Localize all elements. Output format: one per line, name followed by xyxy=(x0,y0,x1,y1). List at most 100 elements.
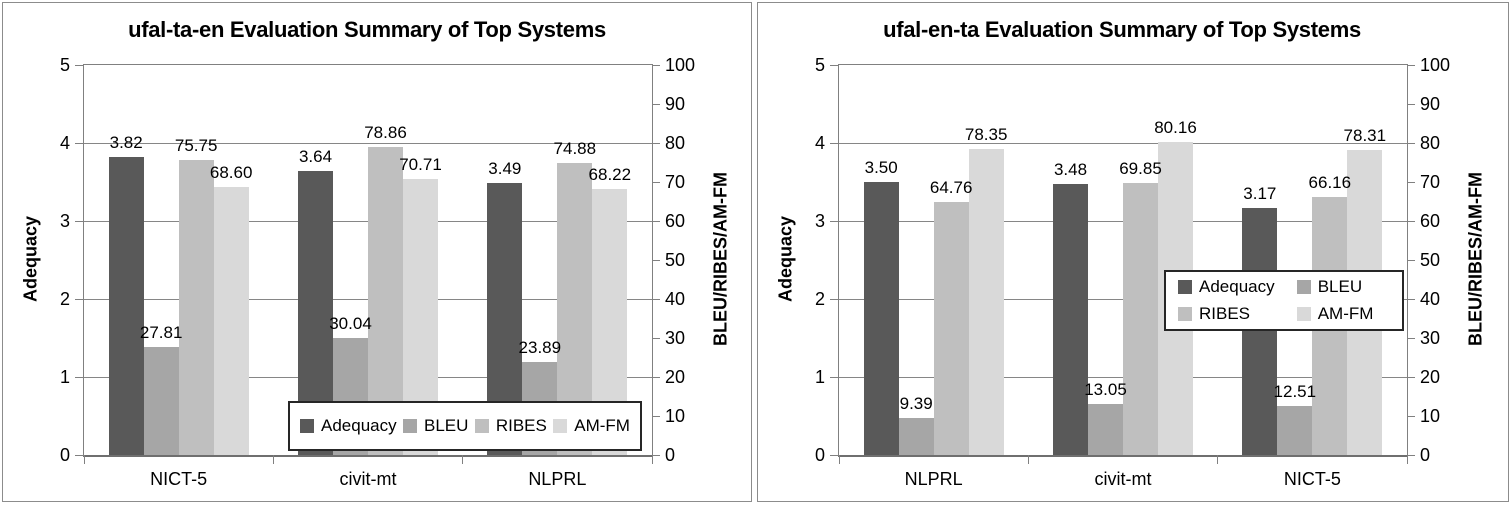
left-axis-tick-label: 5 xyxy=(59,55,70,75)
legend-label-AM-FM: AM-FM xyxy=(574,416,630,435)
legend-label-Adequacy: Adequacy xyxy=(321,416,397,435)
legend-item-BLEU: BLEU xyxy=(1296,277,1390,297)
legend-item-AM-FM: AM-FM xyxy=(553,416,630,436)
right-axis-tick-label: 30 xyxy=(665,328,686,348)
bar-BLEU-NLPRL xyxy=(898,418,934,455)
gridline-4 xyxy=(84,142,652,144)
category-label-civit-mt: civit-mt xyxy=(339,469,397,489)
right-axis-tick xyxy=(652,142,660,144)
plot-area: 5 4 3 2 1 0 100 90 80 70 60 50 40 30 20 10 0 NICT-5 civit-… xyxy=(60,55,695,489)
left-axis-tick-label: 5 xyxy=(814,55,825,75)
right-axis-tick xyxy=(1407,220,1415,222)
left-axis-tick xyxy=(75,454,84,456)
bar-value-label: 68.60 xyxy=(209,163,253,183)
chart-panel-ufal-en-ta: ufal-en-ta Evaluation Summary of Top Sys… xyxy=(757,2,1509,502)
right-axis-tick xyxy=(652,337,660,339)
left-axis-tick xyxy=(830,64,839,66)
bar-value-label: 64.76 xyxy=(929,178,973,198)
right-axis-tick xyxy=(1407,376,1415,378)
right-axis-tick-label: 20 xyxy=(665,367,686,387)
right-axis-tick-label: 90 xyxy=(665,94,686,114)
bar-BLEU-NICT-5 xyxy=(143,346,179,455)
legend-swatch-Adequacy xyxy=(1178,280,1192,294)
x-axis-tick xyxy=(651,455,653,464)
left-axis-title: Adequacy xyxy=(20,215,41,303)
right-axis-tick xyxy=(1407,454,1415,456)
right-axis-tick-label: 60 xyxy=(665,211,686,231)
bar-value-label: 3.82 xyxy=(109,133,143,153)
x-axis-tick xyxy=(272,455,274,464)
bar-value-label: 9.39 xyxy=(899,394,933,414)
legend-item-RIBES: RIBES xyxy=(1178,304,1297,324)
right-axis-title: BLEU/RIBES/AM-FM xyxy=(1465,172,1486,346)
left-axis-tick-label: 3 xyxy=(59,211,70,231)
bar-value-label: 27.81 xyxy=(139,322,183,342)
left-axis-tick-label: 2 xyxy=(59,289,70,309)
bar-RIBES-NLPRL xyxy=(933,202,969,455)
legend-item-Adequacy: Adequacy xyxy=(300,416,397,436)
bar-RIBES-civit-mt xyxy=(1123,182,1158,455)
legend: Adequacy BLEU RIBES AM-FM xyxy=(288,401,642,451)
left-axis-tick xyxy=(830,376,839,378)
right-axis-tick xyxy=(652,415,660,417)
left-axis-tick xyxy=(830,454,839,456)
right-axis-tick xyxy=(1407,103,1415,105)
category-label-civit-mt: civit-mt xyxy=(1094,469,1152,489)
bar-value-label: 3.48 xyxy=(1053,159,1088,179)
bar-value-label: 30.04 xyxy=(329,313,372,333)
bar-value-label: 70.71 xyxy=(399,155,442,175)
bar-value-label: 23.89 xyxy=(518,337,562,357)
legend-label-AM-FM: AM-FM xyxy=(1317,304,1374,323)
left-axis-tick-label: 2 xyxy=(814,289,825,309)
left-axis-title: Adequacy xyxy=(775,215,796,303)
right-axis-tick-label: 10 xyxy=(665,406,686,426)
right-axis-tick xyxy=(1407,181,1415,183)
legend-item-RIBES: RIBES xyxy=(474,416,547,436)
left-axis-tick-label: 4 xyxy=(59,133,70,153)
left-axis-tick xyxy=(75,376,84,378)
right-axis-title: BLEU/RIBES/AM-FM xyxy=(710,172,731,346)
left-axis-tick xyxy=(75,142,84,144)
right-axis-tick xyxy=(1407,142,1415,144)
left-axis-tick xyxy=(830,220,839,222)
x-axis-tick xyxy=(838,455,840,464)
right-axis-tick-label: 50 xyxy=(665,250,686,270)
left-axis-tick-label: 4 xyxy=(814,133,825,153)
bar-value-label: 3.50 xyxy=(864,158,898,177)
right-axis-tick-label: 10 xyxy=(1420,406,1441,426)
right-axis-tick xyxy=(652,298,660,300)
x-axis-tick xyxy=(1406,455,1408,464)
right-axis-tick-label: 40 xyxy=(1420,289,1441,309)
right-axis-tick-label: 80 xyxy=(1420,133,1441,153)
left-axis-tick xyxy=(830,298,839,300)
bar-value-label: 3.49 xyxy=(488,158,522,178)
bar-value-label: 74.88 xyxy=(553,138,597,158)
legend-swatch-RIBES xyxy=(474,419,489,433)
bar-Adequacy-NLPRL xyxy=(863,182,899,455)
chart-panel-ufal-ta-en: ufal-ta-en Evaluation Summary of Top Sys… xyxy=(2,2,752,502)
category-label-NLPRL: NLPRL xyxy=(904,469,963,489)
chart-title: ufal-en-ta Evaluation Summary of Top Sys… xyxy=(883,17,1361,42)
legend-swatch-Adequacy xyxy=(300,419,314,433)
right-axis-tick-label: 0 xyxy=(665,445,676,465)
legend-swatch-AM-FM xyxy=(553,419,568,433)
x-axis-tick xyxy=(1027,455,1029,464)
legend-swatch-RIBES xyxy=(1178,307,1192,321)
right-axis-tick xyxy=(1407,64,1415,66)
legend-label-BLEU: BLEU xyxy=(1317,277,1363,296)
right-axis-tick xyxy=(1407,337,1415,339)
bar-value-label: 78.86 xyxy=(364,123,407,143)
left-axis-tick xyxy=(830,142,839,144)
left-axis-tick xyxy=(75,64,84,66)
legend-label-BLEU: BLEU xyxy=(424,416,469,435)
right-axis-tick-label: 40 xyxy=(665,289,686,309)
right-axis-tick-label: 30 xyxy=(1420,328,1441,348)
bar-value-label: 66.16 xyxy=(1308,172,1352,192)
legend-swatch-BLEU xyxy=(403,419,418,433)
right-axis-tick-label: 70 xyxy=(1420,172,1441,192)
right-axis-tick xyxy=(1407,259,1415,261)
legend-item-BLEU: BLEU xyxy=(403,416,468,436)
left-axis-tick-label: 3 xyxy=(814,211,825,231)
bar-BLEU-civit-mt xyxy=(1088,404,1123,455)
bar-Adequacy-NICT-5 xyxy=(1242,207,1278,455)
